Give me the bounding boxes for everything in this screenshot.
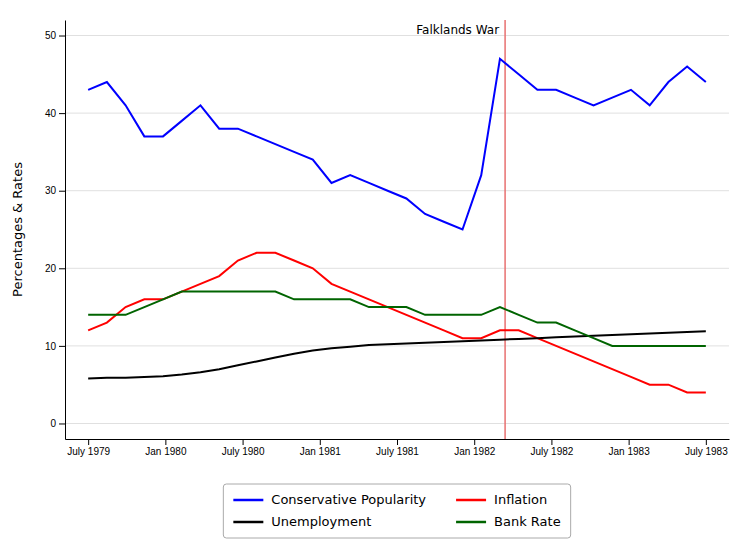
x-tick: July 1980 [222,439,265,457]
grid-line [65,35,729,36]
y-axis: 0 10 20 30 40 50 [45,21,66,440]
chart: July 1979 Jan 1980 July 1980 Jan 1981 July 1… [0,0,754,549]
x-tick: Jan 1981 [300,439,342,457]
x-tick: Jan 1980 [145,439,187,457]
x-tick-label: July 1979 [67,446,110,457]
x-tick-label: July 1983 [685,446,728,457]
y-tick-mark [59,346,65,347]
annotation-text: Falklands War [416,23,499,37]
legend-item: Inflation [456,492,547,507]
x-tick-mark [165,439,166,445]
x-tick: July 1979 [67,439,110,457]
y-tick-mark [59,36,65,37]
y-tick: 10 [45,341,65,352]
legend-swatch [233,499,263,502]
annotation-line [504,20,506,439]
y-tick-label: 40 [45,108,57,119]
legend-swatch [233,521,263,524]
legend-item: Bank Rate [456,514,561,529]
grid-line [65,268,729,269]
x-tick-label: Jan 1982 [454,446,496,457]
y-tick: 50 [45,30,65,41]
x-tick-label: July 1981 [376,446,419,457]
legend-item: Unemployment [233,514,371,529]
x-tick-mark [397,439,398,445]
legend-swatch [456,521,486,524]
x-tick-label: Jan 1981 [300,446,342,457]
x-tick-mark [88,439,89,445]
series-line [88,292,706,346]
grid-line [65,113,729,114]
y-tick: 30 [45,185,65,196]
plot: July 1979 Jan 1980 July 1980 Jan 1981 July 1… [45,20,730,457]
x-tick: July 1982 [531,439,574,457]
y-tick-label: 0 [50,418,56,429]
x-axis: July 1979 Jan 1980 July 1980 Jan 1981 July 1… [66,439,730,457]
legend-swatch [456,499,486,502]
x-tick: July 1983 [685,439,728,457]
y-tick: 20 [45,263,65,274]
y-axis-title: Percentages & Rates [10,162,25,297]
y-tick-mark [59,113,65,114]
legend-label: Unemployment [271,514,371,529]
legend-box [223,484,570,538]
y-tick-label: 10 [45,341,57,352]
series-line [88,253,706,393]
y-tick-label: 30 [45,185,57,196]
annotations: Falklands War [416,23,499,37]
legend: Conservative Popularity Inflation Unemploy… [223,484,570,538]
legend-label: Inflation [494,492,547,507]
legend-label: Bank Rate [494,514,561,529]
y-tick-mark [59,268,65,269]
legend-item: Conservative Popularity [233,492,426,507]
x-tick-label: Jan 1983 [609,446,651,457]
x-tick-mark [706,439,707,445]
legend-label: Conservative Popularity [271,492,426,507]
marks [88,20,706,439]
y-tick-mark [59,191,65,192]
x-tick-mark [320,439,321,445]
x-tick-mark [629,439,630,445]
y-tick-mark [59,423,65,424]
x-tick: Jan 1983 [609,439,651,457]
x-tick-label: July 1982 [531,446,574,457]
y-tick: 40 [45,108,65,119]
x-tick-mark [551,439,552,445]
y-tick-label: 50 [45,30,57,41]
y-tick-label: 20 [45,263,57,274]
x-tick-mark [474,439,475,445]
x-tick-label: July 1980 [222,446,265,457]
x-tick: July 1981 [376,439,419,457]
grid-line [65,190,729,191]
y-tick: 0 [50,418,65,429]
grid [65,36,729,424]
y-axis-line [65,21,66,440]
x-tick-label: Jan 1980 [145,446,187,457]
x-tick: Jan 1982 [454,439,496,457]
series-line [88,59,706,230]
series-line [88,331,706,378]
grid-line [65,423,729,424]
x-tick-mark [243,439,244,445]
